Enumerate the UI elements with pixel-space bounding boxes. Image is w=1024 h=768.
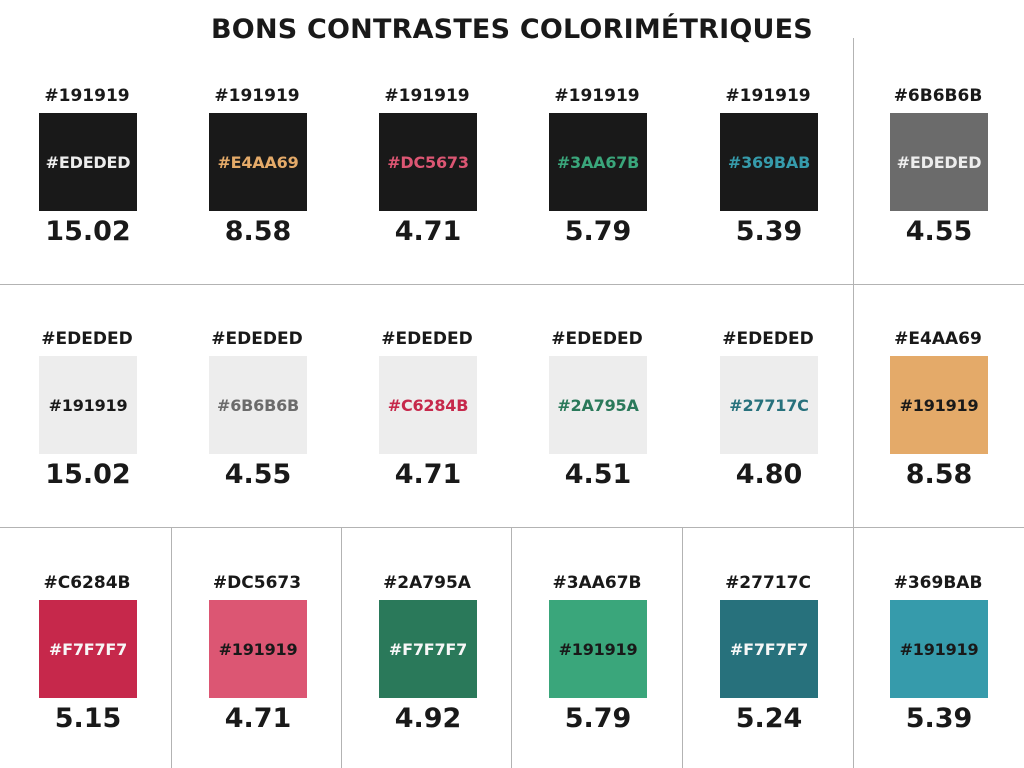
color-swatch: #EDEDED <box>890 113 988 211</box>
contrast-card: #EDEDED #2A795A 4.51 <box>512 328 682 490</box>
contrast-ratio: 4.71 <box>394 459 462 490</box>
foreground-hex-label: #EDEDED <box>45 152 131 172</box>
contrast-card: #EDEDED #6B6B6B 4.55 <box>172 328 342 490</box>
background-hex-label: #EDEDED <box>722 329 814 349</box>
contrast-ratio: 8.58 <box>905 459 973 490</box>
contrast-card: #191919 #EDEDED 15.02 <box>2 85 172 247</box>
contrast-ratio: 5.39 <box>905 703 973 734</box>
background-hex-label: #EDEDED <box>381 329 473 349</box>
column-divider <box>171 527 172 768</box>
background-hex-label: #191919 <box>725 86 811 106</box>
contrast-card: #E4AA69 #191919 8.58 <box>853 328 1023 490</box>
foreground-hex-label: #F7F7F7 <box>48 639 128 659</box>
color-swatch: #191919 <box>890 600 988 698</box>
foreground-hex-label: #EDEDED <box>896 152 982 172</box>
row-divider <box>0 527 1024 528</box>
color-swatch: #F7F7F7 <box>39 600 137 698</box>
color-swatch: #191919 <box>39 356 137 454</box>
column-divider <box>853 527 854 768</box>
contrast-ratio: 5.39 <box>735 216 803 247</box>
foreground-hex-label: #369BAB <box>727 152 811 172</box>
background-hex-label: #6B6B6B <box>893 86 983 106</box>
foreground-hex-label: #191919 <box>899 639 979 659</box>
foreground-hex-label: #191919 <box>48 395 128 415</box>
contrast-card: #369BAB #191919 5.39 <box>853 572 1023 734</box>
foreground-hex-label: #DC5673 <box>387 152 469 172</box>
background-hex-label: #3AA67B <box>552 573 642 593</box>
color-swatch: #F7F7F7 <box>379 600 477 698</box>
foreground-hex-label: #F7F7F7 <box>388 639 468 659</box>
background-hex-label: #369BAB <box>893 573 983 593</box>
color-swatch: #F7F7F7 <box>720 600 818 698</box>
contrast-card: #EDEDED #191919 15.02 <box>2 328 172 490</box>
contrast-card: #6B6B6B #EDEDED 4.55 <box>853 85 1023 247</box>
contrast-ratio: 5.15 <box>54 703 122 734</box>
background-hex-label: #191919 <box>44 86 130 106</box>
foreground-hex-label: #F7F7F7 <box>729 639 809 659</box>
foreground-hex-label: #191919 <box>558 639 638 659</box>
row-divider <box>0 284 1024 285</box>
contrast-ratio: 15.02 <box>45 459 131 490</box>
color-swatch: #191919 <box>209 600 307 698</box>
contrast-ratio: 8.58 <box>224 216 292 247</box>
background-hex-label: #EDEDED <box>41 329 133 349</box>
color-swatch: #C6284B <box>379 356 477 454</box>
background-hex-label: #EDEDED <box>551 329 643 349</box>
foreground-hex-label: #3AA67B <box>556 152 640 172</box>
background-hex-label: #DC5673 <box>212 573 302 593</box>
color-swatch: #6B6B6B <box>209 356 307 454</box>
color-swatch: #191919 <box>549 600 647 698</box>
foreground-hex-label: #2A795A <box>557 395 639 415</box>
contrast-ratio: 4.55 <box>905 216 973 247</box>
color-swatch: #369BAB <box>720 113 818 211</box>
contrast-ratio: 5.79 <box>564 216 632 247</box>
contrast-card: #27717C #F7F7F7 5.24 <box>683 572 853 734</box>
background-hex-label: #2A795A <box>383 573 471 593</box>
contrast-card: #EDEDED #27717C 4.80 <box>683 328 853 490</box>
contrast-ratio: 4.80 <box>735 459 803 490</box>
background-hex-label: #E4AA69 <box>894 329 982 349</box>
contrast-card: #EDEDED #C6284B 4.71 <box>342 328 512 490</box>
contrast-card: #191919 #E4AA69 8.58 <box>172 85 342 247</box>
background-hex-label: #191919 <box>554 86 640 106</box>
contrast-card: #191919 #369BAB 5.39 <box>683 85 853 247</box>
contrast-ratio: 4.92 <box>394 703 462 734</box>
contrast-card: #191919 #DC5673 4.71 <box>342 85 512 247</box>
contrast-card: #2A795A #F7F7F7 4.92 <box>342 572 512 734</box>
background-hex-label: #27717C <box>725 573 811 593</box>
color-swatch: #27717C <box>720 356 818 454</box>
contrast-ratio: 5.79 <box>564 703 632 734</box>
contrast-ratio: 5.24 <box>735 703 803 734</box>
column-divider <box>853 38 854 528</box>
contrast-ratio: 4.71 <box>224 703 292 734</box>
contrast-ratio: 4.51 <box>564 459 632 490</box>
column-divider <box>511 527 512 768</box>
contrast-ratio: 4.55 <box>224 459 292 490</box>
page-title: BONS CONTRASTES COLORIMÉTRIQUES <box>211 14 813 45</box>
contrast-card: #3AA67B #191919 5.79 <box>512 572 682 734</box>
background-hex-label: #EDEDED <box>211 329 303 349</box>
color-swatch: #191919 <box>890 356 988 454</box>
column-divider <box>682 527 683 768</box>
foreground-hex-label: #E4AA69 <box>217 152 299 172</box>
contrast-card: #C6284B #F7F7F7 5.15 <box>2 572 172 734</box>
foreground-hex-label: #191919 <box>218 639 298 659</box>
foreground-hex-label: #C6284B <box>387 395 469 415</box>
foreground-hex-label: #6B6B6B <box>217 395 299 415</box>
contrast-card: #191919 #3AA67B 5.79 <box>512 85 682 247</box>
color-swatch: #2A795A <box>549 356 647 454</box>
color-swatch: #E4AA69 <box>209 113 307 211</box>
background-hex-label: #191919 <box>214 86 300 106</box>
background-hex-label: #191919 <box>384 86 470 106</box>
contrast-ratio: 4.71 <box>394 216 462 247</box>
contrast-ratio: 15.02 <box>45 216 131 247</box>
color-swatch: #DC5673 <box>379 113 477 211</box>
foreground-hex-label: #191919 <box>899 395 979 415</box>
contrast-card: #DC5673 #191919 4.71 <box>172 572 342 734</box>
background-hex-label: #C6284B <box>43 573 131 593</box>
color-swatch: #EDEDED <box>39 113 137 211</box>
foreground-hex-label: #27717C <box>729 395 809 415</box>
column-divider <box>341 527 342 768</box>
color-swatch: #3AA67B <box>549 113 647 211</box>
